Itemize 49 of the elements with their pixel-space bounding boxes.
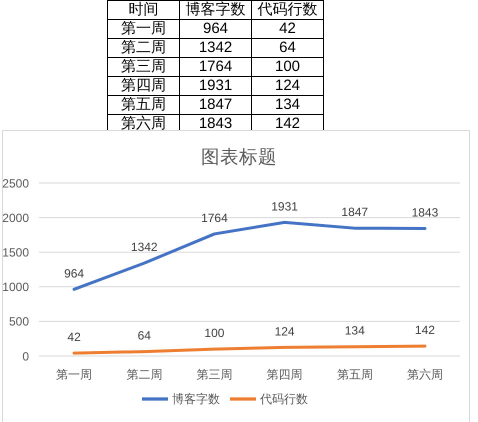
data-label: 1847: [341, 205, 368, 220]
x-tick-label: 第四周: [266, 368, 303, 382]
data-label: 64: [138, 328, 152, 343]
data-label: 964: [64, 266, 84, 280]
y-tick-label: 500: [8, 314, 30, 329]
legend-label: 博客字数: [172, 392, 220, 406]
x-tick-label: 第六周: [406, 368, 443, 382]
x-tick-label: 第三周: [196, 368, 232, 382]
legend-label: 代码行数: [260, 392, 308, 406]
category-label: 第三周: [108, 58, 180, 76]
category-label: 第二周: [108, 38, 180, 58]
x-tick-label: 第二周: [126, 368, 162, 382]
category-label: 第一周: [108, 20, 180, 38]
y-tick-label: 2500: [2, 176, 30, 190]
line-series: [72, 344, 426, 355]
data-label: 142: [414, 323, 436, 338]
data-label: 134: [252, 96, 324, 114]
data-label: 1843: [412, 205, 439, 220]
data-label: 1342: [130, 240, 158, 254]
data-label: 1931: [271, 199, 298, 214]
category-label: 第四周: [108, 76, 180, 96]
data-label: 124: [274, 324, 295, 338]
category-label: 第五周: [108, 96, 180, 114]
data-label: 124: [252, 76, 324, 96]
x-tick-label: 第一周: [56, 368, 92, 382]
data-label: 64: [252, 38, 324, 58]
data-label: 1764: [180, 58, 252, 76]
y-tick-label: 2000: [2, 210, 30, 225]
y-tick-label: 1500: [2, 245, 30, 260]
chart-title: 图表标题: [200, 145, 278, 169]
data-label: 42: [67, 330, 82, 344]
y-tick-label: 1000: [2, 280, 30, 294]
data-label: 1931: [180, 76, 252, 96]
data-label: 100: [252, 58, 324, 76]
data-label: 1847: [180, 96, 252, 114]
x-tick-label: 第五周: [336, 368, 373, 382]
data-label: 134: [344, 324, 366, 338]
data-label: 1342: [180, 38, 252, 58]
y-tick-label: 0: [22, 349, 30, 364]
data-label: 1843: [180, 114, 252, 134]
text: 时间: [108, 0, 180, 20]
category-label: 第六周: [108, 114, 180, 134]
data-label: 142: [252, 114, 324, 134]
data-label: 1764: [201, 210, 228, 225]
data-label: 100: [204, 326, 225, 340]
legend-label: 博客字数: [180, 0, 252, 20]
data-label: 964: [180, 20, 252, 38]
data-label: 42: [252, 20, 324, 38]
legend-label: 代码行数: [252, 0, 324, 20]
